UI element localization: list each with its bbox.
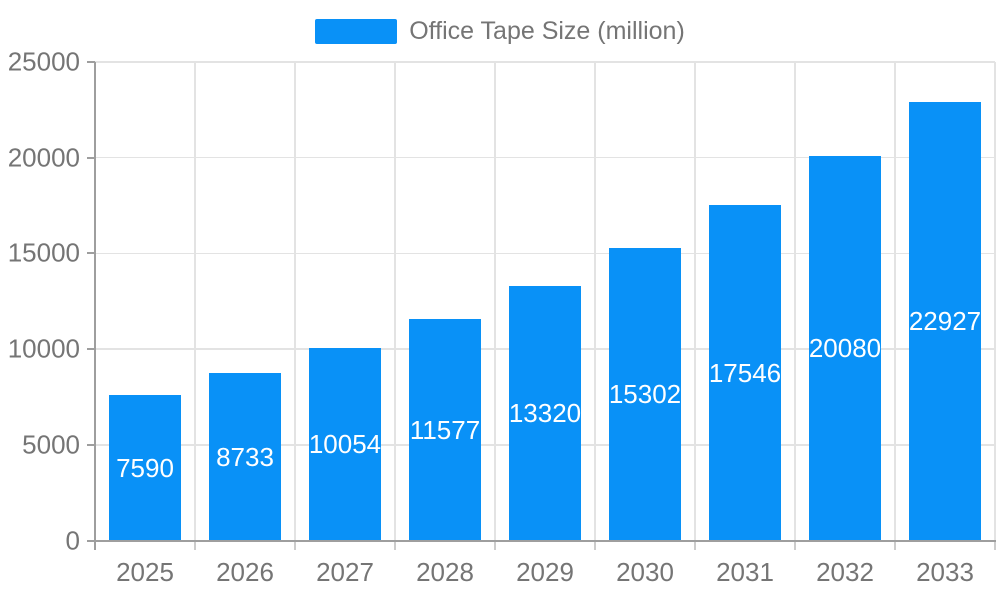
x-axis-label-2027: 2027	[316, 557, 374, 587]
legend-label: Office Tape Size (million)	[409, 17, 685, 45]
x-axis-label-2030: 2030	[616, 557, 674, 587]
y-axis-tick-label: 0	[65, 525, 80, 555]
x-axis-tick	[594, 540, 596, 550]
gridline-horizontal	[95, 252, 995, 255]
bar-2028[interactable]: 11577	[409, 318, 481, 542]
gridline-horizontal	[95, 156, 995, 159]
x-axis-tick	[794, 540, 796, 550]
bar-2029[interactable]: 13320	[508, 285, 582, 542]
bar-2027[interactable]: 10054	[308, 348, 382, 542]
bar-value-label: 11577	[409, 414, 481, 445]
gridline-vertical	[194, 62, 196, 541]
legend: Office Tape Size (million)	[0, 17, 1000, 45]
x-axis-tick	[894, 540, 896, 550]
x-axis-line	[87, 539, 996, 542]
y-axis-tick	[87, 348, 95, 351]
x-axis-label-2028: 2028	[416, 557, 474, 587]
gridline-vertical	[494, 62, 496, 541]
gridline-vertical	[594, 62, 596, 541]
bar-2031[interactable]: 17546	[708, 204, 782, 542]
y-axis-tick	[87, 156, 95, 159]
y-axis-tick	[87, 443, 95, 446]
x-axis-tick	[694, 540, 696, 550]
bar-2030[interactable]: 15302	[608, 247, 682, 542]
y-axis-tick-label: 15000	[7, 237, 80, 268]
legend-item-office-tape-size[interactable]: Office Tape Size (million)	[315, 17, 685, 45]
x-axis-tick	[494, 540, 496, 550]
bar-2032[interactable]: 20080	[808, 156, 882, 542]
x-axis-label-2026: 2026	[216, 557, 274, 587]
bar-value-label: 20080	[808, 333, 882, 364]
gridline-horizontal	[95, 61, 995, 63]
x-axis-label-2025: 2025	[116, 557, 174, 587]
x-axis-tick	[994, 540, 996, 550]
x-axis-tick	[194, 540, 196, 550]
gridline-vertical	[794, 62, 796, 541]
gridline-vertical	[894, 62, 896, 541]
y-axis-tick-label: 20000	[7, 142, 80, 173]
y-axis-tick-label: 10000	[7, 333, 80, 364]
bar-2025[interactable]: 7590	[109, 395, 181, 542]
y-axis-tick-label: 5000	[22, 429, 80, 460]
bar-value-label: 22927	[908, 306, 982, 337]
bar-value-label: 10054	[308, 429, 382, 460]
bar-value-label: 17546	[708, 357, 782, 388]
gridline-vertical	[694, 62, 696, 541]
y-axis-tick	[87, 61, 95, 63]
bar-2033[interactable]: 22927	[908, 101, 982, 542]
x-axis-label-2032: 2032	[816, 557, 874, 587]
bar-value-label: 15302	[608, 379, 682, 410]
gridline-vertical	[394, 62, 396, 541]
y-axis-line	[94, 62, 96, 550]
x-axis-label-2033: 2033	[916, 557, 974, 587]
y-axis-tick-label: 25000	[7, 46, 80, 77]
bar-2026[interactable]: 8733	[209, 373, 281, 542]
legend-swatch-icon	[315, 18, 398, 44]
bar-value-label: 7590	[116, 452, 174, 483]
x-axis-label-2031: 2031	[716, 557, 774, 587]
gridline-vertical	[294, 62, 296, 541]
x-axis-tick	[394, 540, 396, 550]
bar-value-label: 13320	[508, 398, 582, 429]
x-axis-label-2029: 2029	[516, 557, 574, 587]
bar-value-label: 8733	[216, 441, 274, 472]
gridline-vertical	[994, 62, 996, 541]
x-axis-tick	[294, 540, 296, 550]
y-axis-tick	[87, 252, 95, 255]
